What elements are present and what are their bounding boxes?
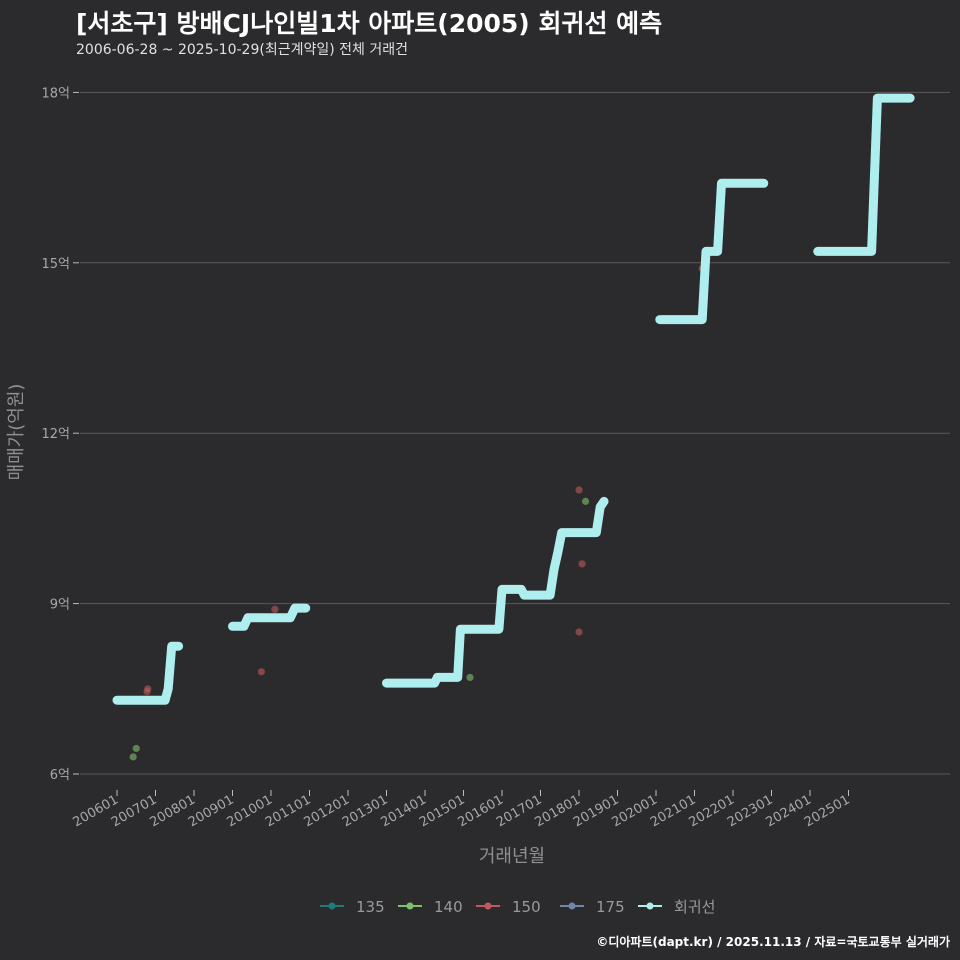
grid-lines: [80, 91, 950, 775]
y-tick-label: 9억: [50, 598, 70, 613]
y-tick-label: 15억: [41, 257, 70, 272]
legend-label: 회귀선: [674, 898, 715, 916]
regression-line: [813, 93, 915, 256]
regression-line: [382, 496, 609, 688]
scatter-point-140: [129, 753, 137, 761]
x-axis-title: 거래년월: [479, 846, 545, 867]
legend-label: 135: [356, 898, 385, 916]
chart-title: [서초구] 방배CJ나인빌1차 아파트(2005) 회귀선 예측: [76, 9, 663, 38]
regression-line: [655, 178, 769, 325]
scatter-point-150: [575, 486, 583, 494]
legend-swatch-dot: [568, 902, 576, 910]
legend-swatch-dot: [484, 902, 492, 910]
scatter-point-150: [271, 605, 279, 613]
x-axis: 2006012007012008012009012010012011012012…: [71, 790, 853, 830]
y-tick-label: 12억: [41, 427, 70, 442]
scatter-point-140: [132, 744, 140, 753]
regression-line: [112, 641, 184, 705]
scatter-point-150: [257, 668, 265, 676]
legend-label: 140: [434, 898, 463, 916]
scatter-point-140: [581, 497, 590, 505]
legend-swatch-dot: [646, 902, 654, 910]
regression-lines: [112, 93, 915, 705]
y-axis: 6억 9억 12억 15억 18억: [41, 86, 79, 783]
footer-credit: ©디아파트(dapt.kr) / 2025.11.13 / 자료=국토교통부 실…: [596, 935, 950, 949]
legend: 135 140 150 175 회귀선: [320, 898, 715, 916]
scatter-points: [129, 264, 706, 761]
scatter-point-150: [144, 685, 152, 693]
legend-label: 175: [596, 898, 625, 916]
legend-swatch-dot: [406, 902, 414, 910]
chart-subtitle: 2006-06-28 ~ 2025-10-29(최근계약일) 전체 거래건: [76, 42, 408, 58]
legend-label: 150: [512, 898, 541, 916]
scatter-point-140: [466, 673, 474, 682]
y-tick-label: 6억: [50, 768, 70, 783]
scatter-point-150: [575, 628, 583, 636]
scatter-point-150: [578, 560, 586, 568]
legend-swatch-dot: [328, 902, 336, 910]
y-tick-label: 18억: [41, 86, 70, 101]
y-axis-title: 매매가(억원): [6, 384, 27, 481]
regression-line: [228, 603, 311, 631]
